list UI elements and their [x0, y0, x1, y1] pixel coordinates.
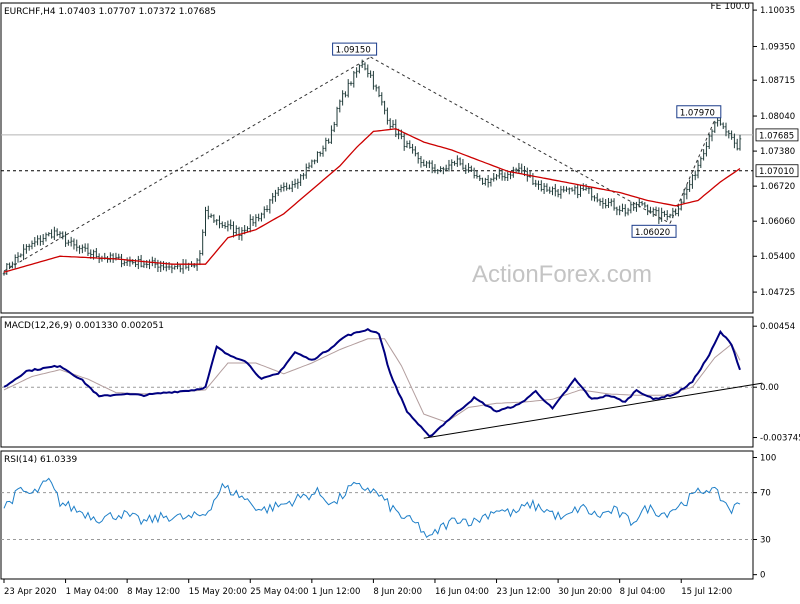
macd-ytick-label: -0.003745: [760, 434, 800, 444]
time-tick-label: 15 May 20:00: [189, 587, 247, 597]
price-ytick-label: 1.08715: [760, 76, 795, 86]
price-ytick-label: 1.10035: [760, 6, 795, 16]
price-ytick-label: 1.06720: [760, 182, 795, 192]
rsi-pane-frame: [0, 450, 754, 580]
macd-pane-title: MACD(12,26,9) 0.001330 0.002051: [4, 321, 164, 331]
price-grid: [1, 134, 753, 172]
rsi-line: [3, 477, 741, 539]
annotation-box: [676, 105, 722, 119]
time-tick-label: 23 Apr 2020: [4, 587, 57, 597]
price-ytick-label: 1.09350: [760, 42, 795, 52]
time-tick-label: 15 Jul 12:00: [681, 587, 732, 597]
price-ytick-label: 1.07380: [760, 147, 795, 157]
rsi-ytick-label: 100: [760, 454, 776, 464]
annotation-label: 1.07970: [680, 108, 715, 118]
price-ytick-label: 1.08040: [760, 112, 795, 122]
rsi-ytick-label: 70: [760, 489, 771, 499]
price-axis: 1.10035 1.09350 1.08715 1.08040 1.07380 1.067…: [753, 6, 799, 298]
time-tick-label: 16 Jun 04:00: [435, 587, 489, 597]
macd-ytick-label: 0.00454: [760, 322, 795, 332]
rsi-lines: [3, 477, 741, 539]
annotation-box: [631, 224, 677, 238]
price-bars: [2, 59, 742, 276]
time-tick-label: 8 May 12:00: [127, 587, 180, 597]
time-tick-label: 8 Jun 20:00: [373, 587, 422, 597]
macd-pane-frame: [0, 316, 754, 448]
annotation-label: 1.06020: [635, 228, 670, 238]
price-pane-frame: [0, 2, 754, 314]
zigzag-lines: [3, 56, 716, 272]
time-tick-label: 1 Jun 12:00: [312, 587, 361, 597]
rsi-ytick-label: 0: [760, 571, 765, 581]
price-ytick-label: 1.04725: [760, 288, 795, 298]
price-annotations: 1.09150 1.06020 1.07970: [332, 42, 722, 238]
watermark: ActionForex.com: [472, 261, 652, 288]
price-pane-title: EURCHF,H4 1.07403 1.07707 1.07372 1.0768…: [4, 7, 216, 17]
time-tick-label: 30 Jun 20:00: [558, 587, 612, 597]
current-price-tag-box: [755, 128, 799, 142]
macd-main-line: [3, 328, 741, 438]
rsi-ytick-label: 30: [760, 536, 771, 546]
macd-ytick-label: 0.00: [760, 383, 779, 393]
price-ytick-label: 1.05400: [760, 252, 795, 262]
annotation-label: 1.09150: [336, 46, 371, 56]
time-tick-label: 25 May 04:00: [250, 587, 308, 597]
annotation-box: [332, 42, 378, 56]
macd-axis: 0.00454 0.00 -0.003745: [753, 322, 800, 444]
time-tick-label: 23 Jun 12:00: [497, 587, 551, 597]
time-tick-label: 8 Jul 04:00: [620, 587, 666, 597]
level-price-tag-box: [755, 164, 799, 178]
moving-average: [3, 128, 741, 273]
price-ytick-label: 1.06060: [760, 217, 795, 227]
current-price-tag: 1.07685: [759, 131, 794, 141]
macd-trendline: [423, 382, 763, 439]
time-axis: 23 Apr 2020 1 May 04:00 8 May 12:00 15 May …: [3, 579, 732, 597]
zigzag-line: [3, 56, 371, 272]
zigzag-line: [669, 119, 716, 224]
level-price-tag: 1.07010: [759, 167, 794, 177]
time-tick-label: 1 May 04:00: [66, 587, 119, 597]
rsi-axis: 100 70 30 0: [753, 454, 776, 581]
macd-lines: [3, 328, 763, 439]
rsi-pane-title: RSI(14) 61.0339: [4, 455, 77, 465]
rsi-grid: [1, 492, 753, 541]
moving-average-line: [3, 128, 741, 273]
corner-label: FE 100.0: [711, 2, 751, 12]
